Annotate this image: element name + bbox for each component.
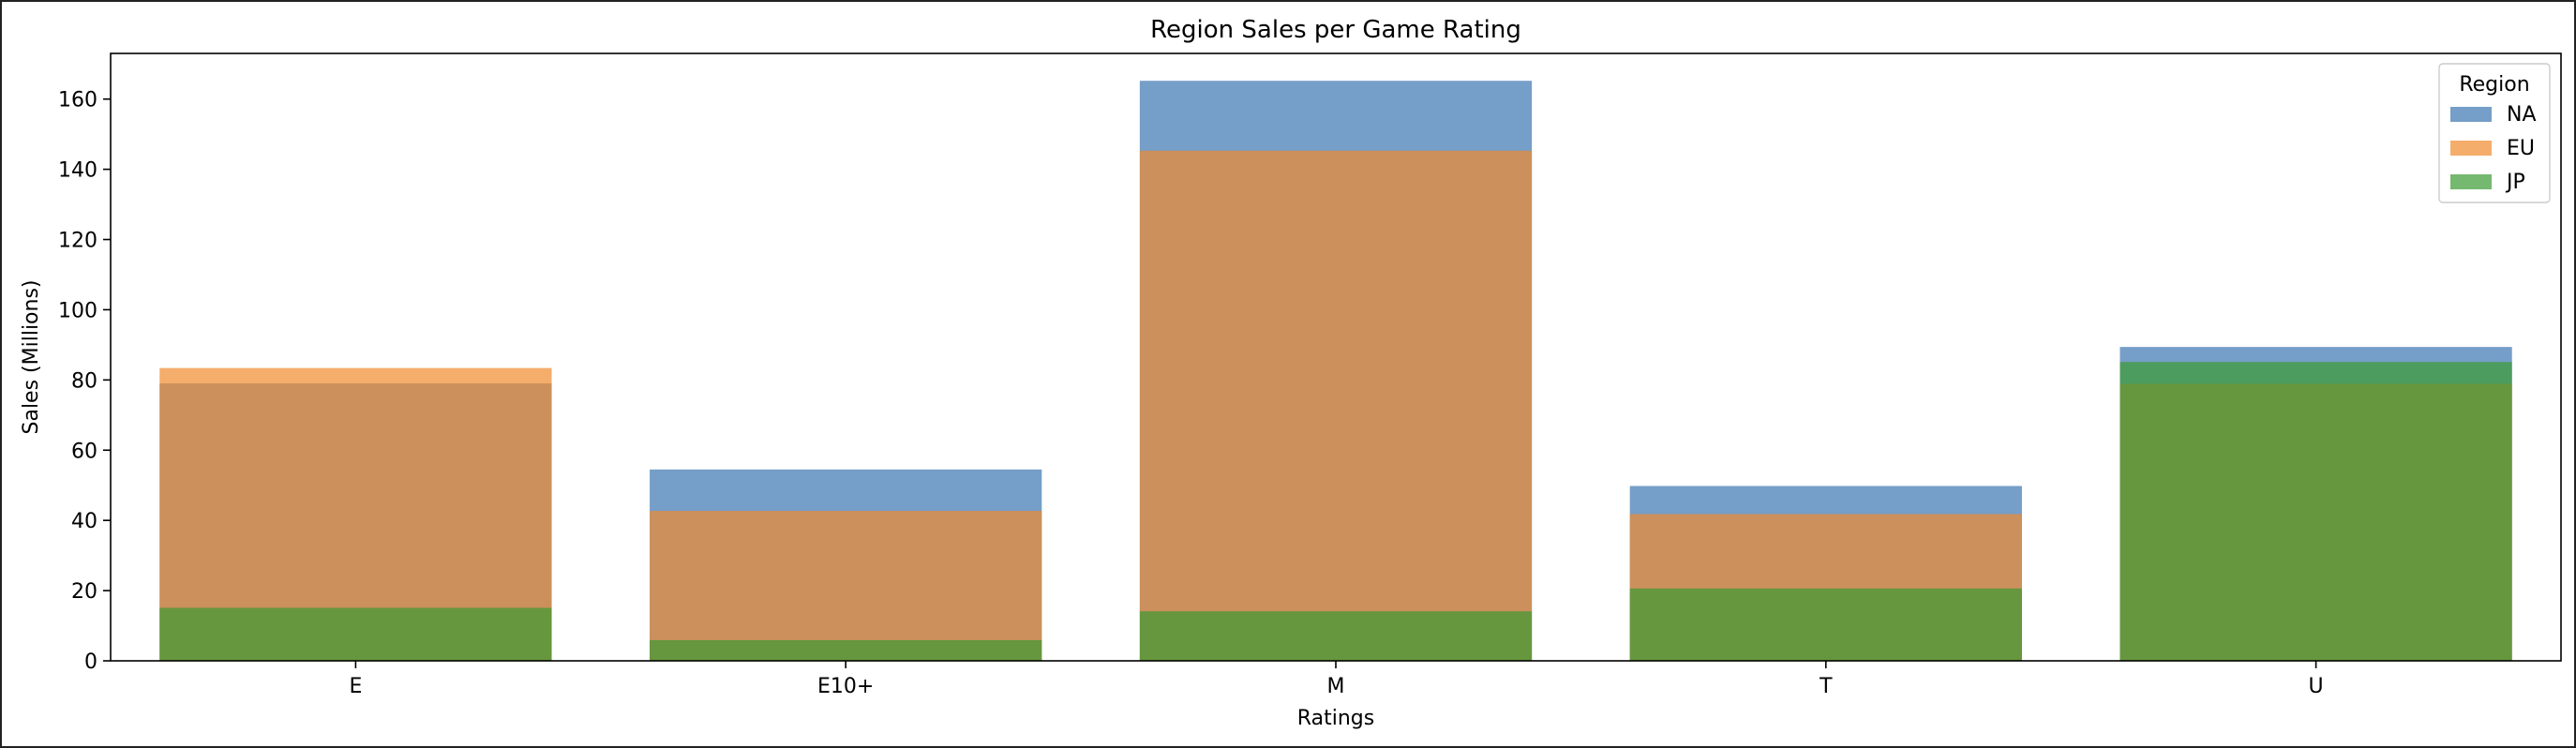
x-tick-label: E [349, 675, 362, 698]
x-axis-title: Ratings [1297, 707, 1374, 730]
bars-group [159, 81, 2512, 662]
legend-swatch-jp [2450, 174, 2492, 189]
bar-jp-u [2119, 362, 2512, 661]
y-axis-title: Sales (Millions) [20, 279, 43, 434]
y-tick-label: 80 [71, 369, 97, 393]
y-tick-label: 160 [58, 89, 97, 112]
x-tick-label: E10+ [817, 675, 874, 698]
y-tick-label: 20 [71, 580, 97, 604]
legend: Region NA EU JP [2438, 63, 2551, 203]
bar-jp-t [1629, 588, 2022, 661]
bar-jp-m [1139, 611, 1533, 661]
legend-title: Region [2459, 73, 2529, 97]
x-axis: E E10+ M T U [349, 661, 2324, 698]
bar-jp-e [159, 607, 552, 661]
legend-swatch-na [2450, 107, 2492, 122]
bar-eu-m [1139, 150, 1533, 662]
x-tick-label: T [1819, 675, 1833, 698]
y-tick-label: 120 [58, 230, 97, 253]
x-tick-label: M [1327, 675, 1345, 698]
legend-box [2438, 63, 2551, 203]
y-tick-label: 60 [71, 440, 97, 463]
y-axis: 0 20 40 60 80 100 120 140 160 [58, 89, 111, 674]
bar-eu-e10 [650, 511, 1042, 661]
legend-label-eu: EU [2507, 137, 2535, 160]
y-tick-label: 0 [84, 651, 97, 674]
x-tick-label: U [2309, 675, 2324, 698]
y-tick-label: 140 [58, 159, 97, 183]
legend-label-jp: JP [2505, 171, 2525, 194]
chart-title: Region Sales per Game Rating [1150, 16, 1521, 44]
legend-label-na: NA [2507, 103, 2537, 127]
y-tick-label: 40 [71, 510, 97, 533]
bar-jp-e10 [650, 639, 1042, 661]
y-tick-label: 100 [58, 299, 97, 322]
legend-swatch-eu [2450, 141, 2492, 156]
